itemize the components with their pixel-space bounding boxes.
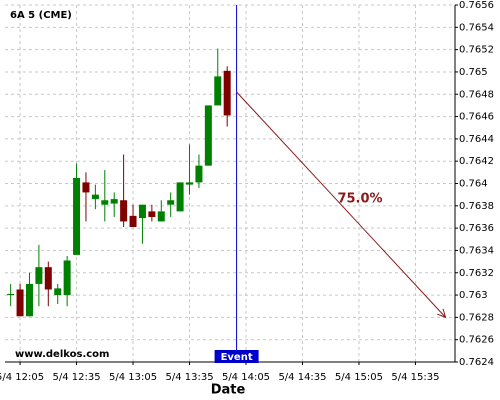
- y-tick-label: 0.7638: [459, 201, 494, 212]
- candle-body: [204, 105, 212, 166]
- candle-body: [157, 211, 165, 222]
- y-tick-label: 0.7654: [459, 22, 494, 33]
- candle-body: [91, 194, 99, 200]
- candle-body: [101, 200, 109, 205]
- candle-body: [35, 267, 43, 284]
- candle-body: [167, 200, 175, 205]
- candle-body: [110, 199, 118, 204]
- event-label-box: [214, 350, 259, 363]
- y-tick-label: 0.763: [459, 290, 488, 301]
- candle-body: [214, 76, 222, 106]
- candle-body: [176, 182, 184, 212]
- x-tick-label: 5/4 15:05: [335, 372, 383, 383]
- event-label: Event: [221, 352, 253, 363]
- y-tick-label: 0.7626: [459, 335, 494, 346]
- x-tick-label: 5/4 13:35: [165, 372, 213, 383]
- y-tick-label: 0.7642: [459, 156, 494, 167]
- x-tick-label: 5/4 13:05: [109, 372, 157, 383]
- y-tick-label: 0.7656: [459, 0, 494, 11]
- y-tick-label: 0.7628: [459, 312, 494, 323]
- y-tick-label: 0.764: [459, 179, 488, 190]
- candle-body: [129, 215, 137, 228]
- candle-body: [186, 182, 194, 185]
- arrow-label: 75.0%: [337, 192, 382, 207]
- forecast-arrow: [236, 91, 446, 318]
- y-tick-label: 0.7636: [459, 223, 494, 234]
- candle-body: [44, 267, 52, 290]
- candle-body: [16, 289, 24, 317]
- candle-body: [63, 260, 71, 296]
- marks: [7, 5, 447, 362]
- x-tick-label: 5/4 15:35: [391, 372, 439, 383]
- candle-body: [25, 283, 33, 317]
- candle-body: [148, 211, 156, 217]
- arrow-head: [437, 308, 447, 319]
- x-axis-label: Date: [211, 383, 246, 398]
- candle-body: [54, 288, 62, 296]
- y-tick-label: 0.7632: [459, 268, 494, 279]
- y-tick-label: 0.765: [459, 67, 488, 78]
- x-tick-label: 5/4 12:35: [53, 372, 101, 383]
- y-tick-label: 0.7648: [459, 89, 494, 100]
- y-tick-label: 0.7644: [459, 134, 494, 145]
- candle-body: [82, 182, 90, 193]
- chart-title: 6A 5 (CME): [10, 10, 72, 21]
- candle-body: [73, 177, 81, 255]
- y-tick-label: 0.7652: [459, 45, 494, 56]
- candle-body: [223, 70, 231, 116]
- candle-body: [7, 293, 15, 296]
- x-tick-label: 5/4 14:35: [278, 372, 326, 383]
- candle-body: [195, 165, 203, 183]
- x-tick-label: 5/4 12:05: [0, 372, 44, 383]
- candle-body: [120, 200, 128, 222]
- y-tick-label: 0.7634: [459, 245, 494, 256]
- x-tick-label: 5/4 14:05: [222, 372, 270, 383]
- watermark: www.delkos.com: [15, 349, 109, 360]
- y-tick-label: 0.7646: [459, 112, 494, 123]
- candle-body: [138, 204, 146, 219]
- y-tick-label: 0.7624: [459, 357, 494, 368]
